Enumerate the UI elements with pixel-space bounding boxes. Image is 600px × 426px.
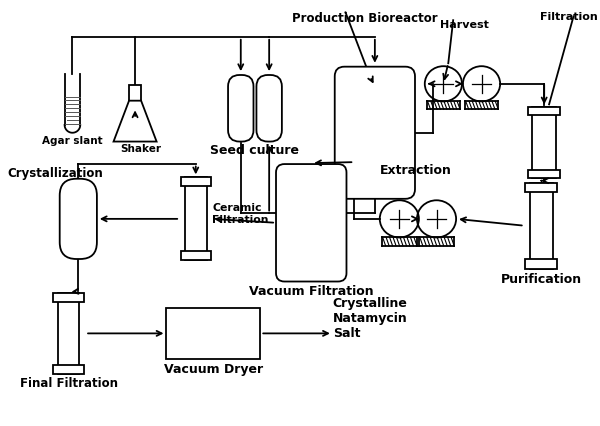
- Text: Production Bioreactor: Production Bioreactor: [292, 12, 438, 26]
- Text: Vacuum Dryer: Vacuum Dryer: [164, 363, 263, 376]
- FancyBboxPatch shape: [276, 164, 346, 282]
- Text: Seed culture: Seed culture: [211, 144, 299, 158]
- Bar: [532, 107, 556, 178]
- FancyBboxPatch shape: [256, 75, 282, 141]
- Text: Shaker: Shaker: [121, 144, 161, 155]
- Text: Harvest: Harvest: [440, 20, 490, 30]
- Text: Crystalline
Natamycin
Salt: Crystalline Natamycin Salt: [333, 297, 407, 340]
- Bar: [525, 183, 557, 192]
- Bar: [53, 293, 83, 302]
- Polygon shape: [113, 101, 157, 141]
- Bar: [530, 183, 553, 269]
- Bar: [528, 170, 560, 178]
- Text: Filtration: Filtration: [540, 12, 598, 22]
- FancyBboxPatch shape: [335, 67, 415, 199]
- FancyBboxPatch shape: [60, 179, 97, 259]
- Text: Vacuum Filtration: Vacuum Filtration: [249, 285, 374, 299]
- Bar: [129, 85, 141, 101]
- Text: Agar slant: Agar slant: [42, 135, 103, 146]
- Text: Extraction: Extraction: [380, 164, 452, 177]
- Bar: [528, 107, 560, 115]
- Bar: [525, 259, 557, 269]
- Text: Final Filtration: Final Filtration: [20, 377, 118, 391]
- Bar: [181, 251, 211, 260]
- FancyBboxPatch shape: [228, 75, 253, 141]
- Text: Purification: Purification: [500, 273, 582, 286]
- Bar: [185, 177, 206, 260]
- Text: Crystallization: Crystallization: [8, 167, 104, 180]
- Bar: [181, 177, 211, 187]
- Bar: [53, 365, 83, 374]
- Bar: [58, 293, 79, 374]
- Bar: [166, 308, 260, 359]
- Text: Ceramic
Filtration: Ceramic Filtration: [212, 203, 269, 225]
